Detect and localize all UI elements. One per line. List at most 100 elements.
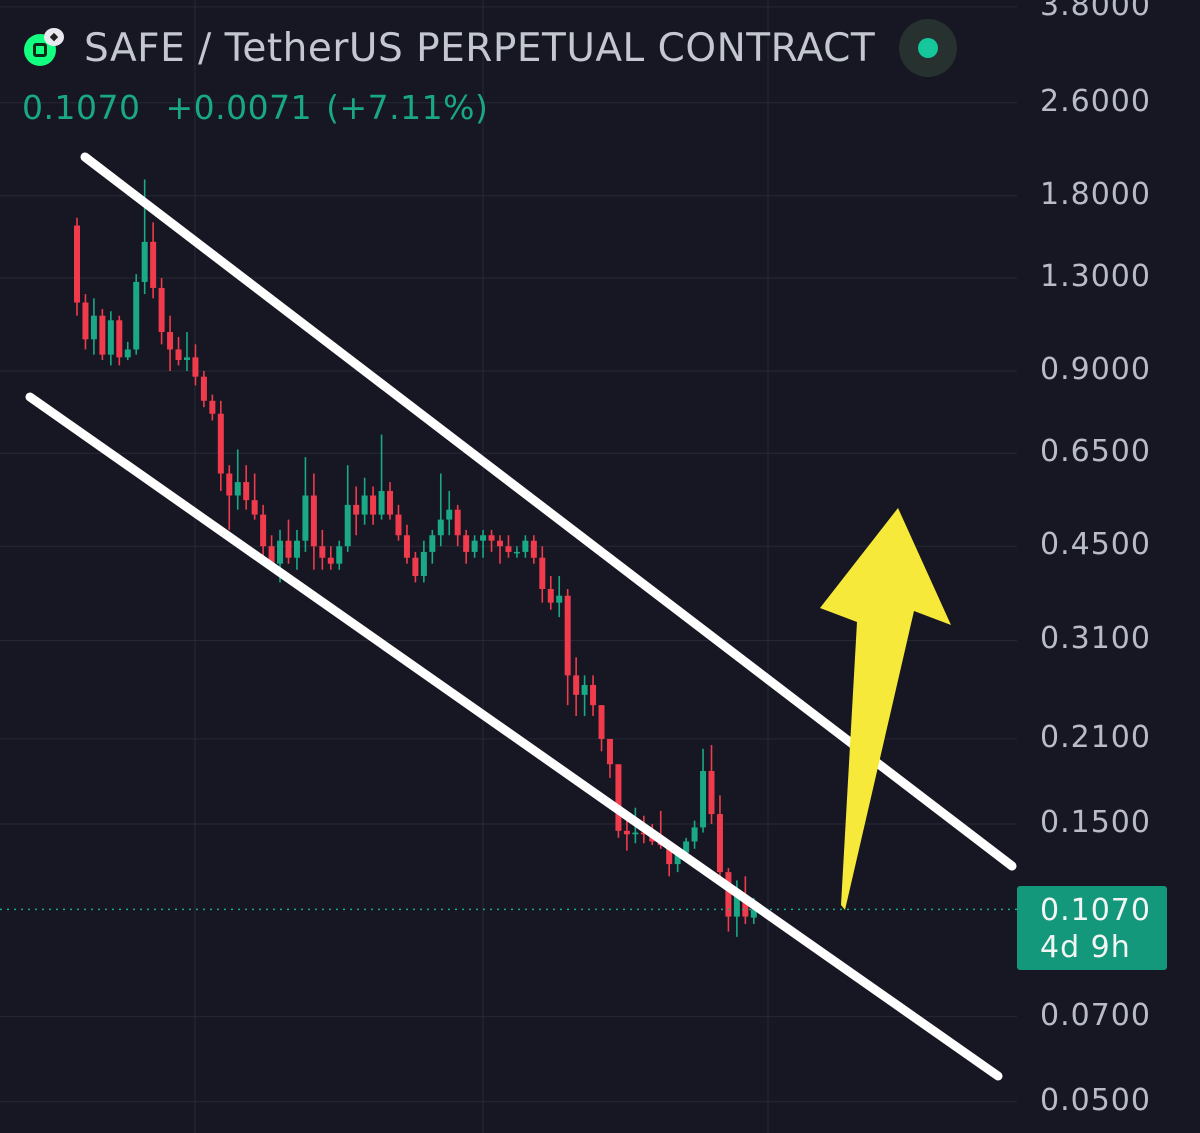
candle — [133, 274, 140, 355]
candle — [606, 738, 613, 778]
candle-body — [725, 872, 732, 917]
candle — [243, 465, 250, 510]
candle — [403, 524, 410, 564]
candle — [327, 546, 334, 570]
candle — [167, 315, 174, 371]
candle-body — [251, 500, 258, 515]
candle-body — [167, 332, 174, 350]
candle-body — [640, 832, 647, 835]
pair-title: SAFE / TetherUS PERPETUAL CONTRACT — [84, 25, 876, 71]
price-change-abs: +0.0071 — [165, 88, 313, 127]
candle — [488, 529, 495, 552]
candle-body — [302, 495, 309, 541]
candle — [200, 371, 207, 408]
candle-body — [378, 490, 385, 515]
candle — [234, 449, 241, 510]
candle — [378, 434, 385, 520]
candle — [471, 535, 478, 558]
candle — [581, 675, 588, 716]
channel-lower-line[interactable] — [25, 392, 1003, 1081]
y-tick-label: 0.3100 — [1040, 621, 1151, 657]
candle-body — [158, 287, 165, 333]
current-price-tag: 0.1070 4d 9h — [1017, 886, 1167, 970]
candle-body — [471, 540, 478, 552]
candle — [387, 482, 394, 520]
y-tick-label: 2.6000 — [1040, 83, 1151, 119]
candle — [598, 705, 605, 752]
candle-body — [505, 546, 512, 552]
candle-body — [556, 595, 563, 603]
candle-body — [387, 490, 394, 515]
candle-body — [209, 400, 216, 414]
candle-body — [573, 675, 580, 695]
candle-body — [277, 540, 284, 564]
candle-body — [133, 281, 140, 350]
candle — [99, 309, 106, 361]
candle-body — [260, 514, 267, 547]
candle — [564, 588, 571, 706]
candle — [429, 529, 436, 564]
candle — [420, 540, 427, 583]
candle-body — [293, 540, 300, 558]
last-price: 0.1070 — [22, 88, 141, 127]
candle-body — [420, 551, 427, 577]
candle — [175, 336, 182, 366]
candle-body — [99, 315, 106, 355]
candle-body — [74, 225, 80, 303]
y-tick-label: 0.1500 — [1040, 805, 1151, 840]
candle — [116, 315, 123, 366]
candle-body — [581, 684, 588, 695]
candle-body — [361, 495, 368, 515]
candle — [260, 504, 267, 558]
candle-body — [522, 540, 529, 552]
candle-body — [700, 770, 707, 828]
candle — [480, 529, 487, 558]
candle-body — [150, 241, 157, 288]
candle-body — [403, 535, 410, 558]
candle — [319, 529, 326, 570]
candle — [82, 294, 89, 350]
candle — [522, 535, 529, 558]
candle-body — [598, 705, 605, 739]
candle-body — [192, 357, 199, 377]
price-tag-countdown: 4d 9h — [1040, 930, 1131, 965]
candle — [124, 341, 131, 361]
candlestick-series — [74, 179, 757, 937]
candle — [556, 576, 563, 618]
candle — [513, 546, 520, 558]
candle-body — [327, 557, 334, 564]
candle — [344, 465, 351, 552]
chart-header: ◆ SAFE / TetherUS PERPETUAL CONTRACT 0.1… — [22, 19, 958, 127]
candle-body — [666, 845, 673, 865]
candle-body — [437, 519, 444, 536]
candle-body — [116, 320, 123, 358]
candle-body — [530, 540, 537, 558]
candle-body — [480, 535, 487, 541]
candle — [150, 222, 157, 299]
candle — [716, 795, 723, 881]
candle-body — [268, 546, 275, 564]
candle — [293, 529, 300, 570]
candle — [615, 764, 622, 838]
candle-body — [344, 504, 351, 547]
y-tick-label: 0.9000 — [1040, 352, 1151, 387]
candle-body — [226, 473, 233, 496]
candle — [505, 535, 512, 558]
price-summary: 0.1070 +0.0071 (+7.11%) — [22, 88, 957, 127]
candle-body — [497, 540, 503, 547]
candle — [437, 473, 444, 547]
up-arrow-icon — [820, 508, 951, 910]
candle-body — [632, 832, 639, 835]
candle-body — [90, 315, 97, 340]
candle — [353, 486, 360, 536]
candle — [573, 657, 580, 716]
candle — [395, 504, 402, 541]
candle — [74, 217, 80, 316]
live-status-icon[interactable] — [899, 19, 958, 77]
candle — [285, 519, 292, 564]
candle-body — [395, 514, 402, 536]
candle — [370, 486, 377, 525]
candle — [530, 535, 537, 564]
candle-body — [124, 349, 131, 358]
